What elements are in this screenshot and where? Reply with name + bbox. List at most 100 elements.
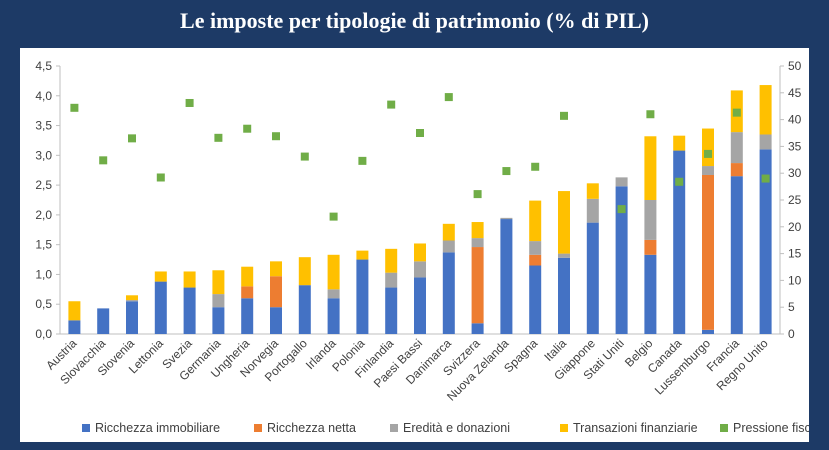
- bar-ricchezza-immobiliare: [241, 298, 254, 334]
- scatter-point: [156, 173, 165, 182]
- y-tick-label: 1,5: [35, 238, 52, 252]
- legend-label: Ricchezza netta: [267, 421, 356, 435]
- bar-eredit-e-donazioni: [615, 177, 628, 187]
- bar-eredit-e-donazioni: [759, 134, 772, 150]
- bar-ricchezza-immobiliare: [97, 308, 110, 334]
- scatter-point: [70, 103, 79, 112]
- bar-ricchezza-immobiliare: [414, 277, 426, 334]
- bar-transazioni-finanziarie: [241, 266, 254, 287]
- y2-tick-label: 0: [788, 327, 795, 341]
- y2-tick-label: 25: [788, 193, 802, 207]
- scatter-point: [416, 129, 424, 137]
- scatter-point: [128, 134, 136, 143]
- chart-title: Le imposte per tipologie di patrimonio (…: [180, 8, 649, 33]
- bar-eredit-e-donazioni: [702, 166, 714, 175]
- legend-label: Pressione fiscale: [733, 421, 809, 435]
- bar-transazioni-finanziarie: [212, 270, 225, 295]
- bar-ricchezza-immobiliare: [212, 307, 225, 334]
- y2-tick-label: 35: [788, 139, 802, 153]
- y2-tick-label: 15: [788, 247, 802, 261]
- y-tick-label: 2,5: [35, 178, 52, 192]
- scatter-point: [243, 124, 252, 133]
- legend-swatch: [560, 424, 568, 432]
- legend-swatch: [720, 424, 728, 432]
- scatter-point: [185, 98, 194, 107]
- legend-label: Transazioni finanziarie: [573, 421, 698, 435]
- bar-transazioni-finanziarie: [471, 222, 484, 239]
- scatter-point: [761, 174, 770, 183]
- bar-transazioni-finanziarie: [154, 271, 167, 282]
- bar-ricchezza-immobiliare: [270, 307, 282, 334]
- y-tick-label: 3,0: [35, 148, 52, 162]
- scatter-point: [214, 133, 223, 142]
- y2-tick-label: 45: [788, 86, 802, 100]
- bar-ricchezza-netta: [270, 276, 282, 308]
- legend-swatch: [254, 424, 262, 432]
- bar-ricchezza-immobiliare: [385, 287, 398, 334]
- bar-transazioni-finanziarie: [414, 243, 426, 262]
- bar-ricchezza-immobiliare: [615, 186, 628, 334]
- y-tick-label: 0,5: [35, 297, 52, 311]
- bar-eredit-e-donazioni: [212, 294, 225, 308]
- bar-eredit-e-donazioni: [586, 198, 599, 223]
- bar-transazioni-finanziarie: [126, 295, 138, 301]
- scatter-point: [531, 162, 540, 171]
- scatter-point: [387, 100, 396, 109]
- bar-eredit-e-donazioni: [529, 241, 542, 255]
- bar-ricchezza-immobiliare: [327, 298, 340, 334]
- bar-transazioni-finanziarie: [183, 271, 196, 288]
- bar-ricchezza-netta: [730, 163, 743, 177]
- y2-tick-label: 40: [788, 113, 802, 127]
- bar-transazioni-finanziarie: [356, 250, 369, 260]
- y2-tick-label: 50: [788, 59, 802, 73]
- bar-transazioni-finanziarie: [702, 128, 714, 167]
- y2-tick-label: 30: [788, 166, 802, 180]
- y-tick-label: 4,5: [35, 59, 52, 73]
- bar-eredit-e-donazioni: [442, 240, 455, 253]
- bar-ricchezza-immobiliare: [442, 252, 455, 334]
- bar-ricchezza-immobiliare: [68, 320, 81, 334]
- scatter-point: [560, 111, 568, 120]
- bar-transazioni-finanziarie: [586, 183, 599, 199]
- bar-eredit-e-donazioni: [644, 200, 657, 240]
- scatter-point: [732, 108, 741, 117]
- bar-eredit-e-donazioni: [471, 238, 484, 248]
- legend-label: Eredità e donazioni: [403, 421, 510, 435]
- bar-eredit-e-donazioni: [327, 289, 340, 299]
- scatter-point: [329, 212, 338, 221]
- legend-swatch: [82, 424, 90, 432]
- bar-ricchezza-immobiliare: [356, 259, 369, 334]
- bar-ricchezza-immobiliare: [529, 265, 542, 334]
- bar-transazioni-finanziarie: [759, 85, 772, 135]
- bar-transazioni-finanziarie: [68, 301, 81, 321]
- bar-transazioni-finanziarie: [673, 135, 686, 151]
- bar-eredit-e-donazioni: [126, 300, 138, 302]
- scatter-point: [704, 149, 712, 158]
- bar-eredit-e-donazioni: [414, 261, 426, 278]
- scatter-point: [617, 205, 626, 214]
- bar-ricchezza-immobiliare: [471, 323, 484, 334]
- scatter-point: [358, 156, 367, 165]
- legend-label: Ricchezza immobiliare: [95, 421, 220, 435]
- bar-ricchezza-immobiliare: [730, 176, 743, 334]
- bar-ricchezza-immobiliare: [644, 254, 657, 334]
- y2-tick-label: 10: [788, 273, 802, 287]
- bar-transazioni-finanziarie: [327, 254, 340, 290]
- scatter-point: [473, 190, 482, 199]
- bar-eredit-e-donazioni: [500, 217, 513, 220]
- scatter-point: [502, 167, 511, 176]
- scatter-point: [272, 132, 280, 141]
- scatter-point: [99, 156, 108, 165]
- y-tick-label: 3,5: [35, 119, 52, 133]
- bar-ricchezza-immobiliare: [183, 287, 196, 334]
- bar-ricchezza-immobiliare: [558, 257, 570, 334]
- chart-panel: 0,0 0,5 1,0 1,5 2,0 2,5 3,0 3,5 4,0 4,5 0 5 10 15 20 25…: [20, 48, 809, 442]
- y-tick-label: 0,0: [35, 327, 52, 341]
- scatter-point: [646, 110, 655, 119]
- scatter-point: [444, 93, 453, 102]
- bar-eredit-e-donazioni: [385, 272, 398, 288]
- bar-ricchezza-netta: [471, 247, 484, 324]
- bar-transazioni-finanziarie: [298, 257, 311, 286]
- stacked-bar-chart: 0,0 0,5 1,0 1,5 2,0 2,5 3,0 3,5 4,0 4,5 0 5 10 15 20 25…: [35, 59, 809, 435]
- bar-transazioni-finanziarie: [270, 261, 282, 277]
